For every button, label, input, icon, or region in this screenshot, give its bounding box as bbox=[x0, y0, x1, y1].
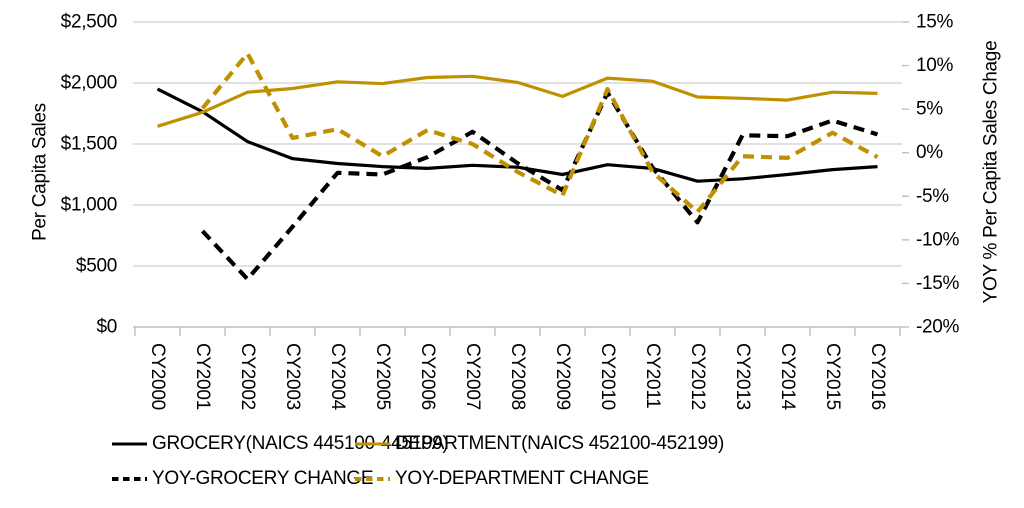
legend-label: YOY-GROCERY CHANGE bbox=[152, 468, 374, 489]
x-axis-category-label: CY2015 bbox=[822, 343, 843, 410]
legend-label: YOY-DEPARTMENT CHANGE bbox=[395, 468, 649, 489]
x-axis-category-label: CY2009 bbox=[552, 343, 573, 410]
legend-item-1: DEPARTMENT(NAICS 452100-452199) bbox=[355, 431, 724, 457]
x-axis-category-label: CY2007 bbox=[462, 343, 483, 410]
x-axis-category-label: CY2006 bbox=[417, 343, 438, 410]
line-chart-canvas: $0 $500 $1,000 $1,500 $2,000 $2,500 -20% -15% -1… bbox=[30, 12, 1002, 411]
x-axis-category-label: CY2000 bbox=[147, 343, 168, 410]
legend-swatch-solid-line bbox=[112, 442, 147, 446]
right-axis-tick-label: -5% bbox=[916, 186, 949, 207]
legend-label: GROCERY(NAICS 445100-445199) bbox=[152, 433, 449, 454]
right-axis-tick-label: 0% bbox=[916, 142, 943, 163]
right-axis-tick-label: 15% bbox=[916, 12, 954, 33]
x-axis-category-label: CY2010 bbox=[597, 343, 618, 410]
series-line-0 bbox=[156, 87, 878, 183]
x-axis-category-label: CY2003 bbox=[282, 343, 303, 410]
legend-swatch-dashed-line bbox=[355, 477, 390, 481]
right-axis-tick-label: 10% bbox=[916, 55, 954, 76]
left-axis-tick-label: $1,000 bbox=[61, 195, 117, 216]
right-axis-tick-label: -15% bbox=[916, 273, 960, 294]
legend-swatch-solid-line bbox=[355, 442, 390, 446]
legend-label: DEPARTMENT(NAICS 452100-452199) bbox=[395, 433, 724, 454]
x-axis-category-label: CY2016 bbox=[867, 343, 888, 410]
series-line-3 bbox=[200, 51, 879, 215]
legend-item-2: YOY-GROCERY CHANGE bbox=[112, 466, 374, 492]
right-axis-tick-label: -10% bbox=[916, 229, 960, 250]
x-axis-category-label: CY2001 bbox=[192, 343, 213, 410]
x-axis-category-label: CY2002 bbox=[237, 343, 258, 410]
right-axis-tick-label: -20% bbox=[916, 317, 960, 338]
left-axis-tick-label: $500 bbox=[76, 256, 117, 277]
series-line-2 bbox=[200, 90, 879, 282]
x-axis-category-label: CY2012 bbox=[687, 343, 708, 410]
x-axis-category-label: CY2011 bbox=[642, 343, 663, 408]
x-axis-category-label: CY2008 bbox=[507, 343, 528, 410]
legend-item-0: GROCERY(NAICS 445100-445199) bbox=[112, 431, 449, 457]
x-axis-category-label: CY2014 bbox=[777, 343, 798, 411]
left-axis-tick-label: $2,000 bbox=[61, 73, 117, 94]
left-axis-title: Per Capita Sales bbox=[30, 103, 51, 241]
left-axis-tick-label: $1,500 bbox=[61, 134, 117, 155]
left-axis-tick-label: $0 bbox=[96, 317, 117, 338]
legend-item-3: YOY-DEPARTMENT CHANGE bbox=[355, 466, 649, 492]
series-line-1 bbox=[157, 74, 878, 128]
left-axis-tick-label: $2,500 bbox=[61, 12, 117, 33]
right-axis-tick-label: 5% bbox=[916, 99, 943, 120]
x-axis-category-label: CY2005 bbox=[372, 343, 393, 410]
right-axis-title: YOY % Per Capita Sales Chage bbox=[981, 41, 1002, 304]
x-axis-category-label: CY2004 bbox=[327, 343, 348, 411]
legend-swatch-dashed-line bbox=[112, 477, 147, 481]
x-axis-category-label: CY2013 bbox=[732, 343, 753, 410]
